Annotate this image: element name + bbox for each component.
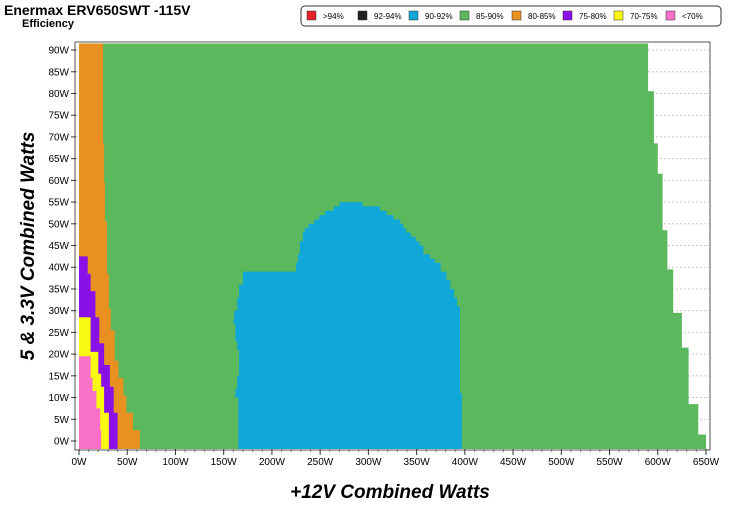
x-tick-label: 300W [355, 457, 382, 468]
y-tick-label: 50W [48, 219, 69, 230]
legend-label: 70-75% [630, 12, 658, 21]
x-tick-label: 200W [259, 457, 286, 468]
legend-swatch [511, 10, 522, 21]
y-tick-label: 55W [48, 198, 69, 209]
y-tick-label: 35W [48, 284, 69, 295]
legend-swatch [306, 10, 317, 21]
y-tick-label: 10W [48, 393, 69, 404]
y-tick-label: 75W [48, 111, 69, 122]
legend-swatch [562, 10, 573, 21]
legend-label: 90-92% [425, 12, 453, 21]
x-axis-label: +12V Combined Watts [290, 482, 490, 503]
legend-swatch [613, 10, 624, 21]
chart-subtitle: Efficiency [22, 18, 75, 30]
y-tick-label: 70W [48, 132, 69, 143]
y-tick-label: 5W [54, 415, 70, 426]
y-axis-label: 5 & 3.3V Combined Watts [18, 132, 39, 361]
x-tick-label: 550W [596, 457, 623, 468]
x-tick-label: 600W [645, 457, 672, 468]
legend: >94% 92-94% 90-92% 85-90% 80-85% 75-80% 70-75%… [300, 5, 722, 27]
y-tick-label: 40W [48, 263, 69, 274]
legend-label: >94% [323, 12, 344, 21]
y-tick-label: 65W [48, 154, 69, 165]
legend-label: 80-85% [528, 12, 556, 21]
y-tick-label: 0W [54, 437, 70, 448]
legend-label: 92-94% [374, 12, 402, 21]
x-tick-label: 500W [548, 457, 575, 468]
y-tick-label: 60W [48, 176, 69, 187]
legend-label: 75-80% [579, 12, 607, 21]
y-tick-label: 90W [48, 46, 69, 57]
legend-label: 85-90% [476, 12, 504, 21]
y-tick-label: 25W [48, 328, 69, 339]
legend-swatch [357, 10, 368, 21]
axes: 0W 5W 10W 15W 20W 25W 30W 35W 40W 45W 50W 55W 60W 65W… [48, 46, 719, 468]
zone-90-92 [233, 202, 462, 449]
legend-swatch [408, 10, 419, 21]
legend-swatch [665, 10, 676, 21]
x-tick-label: 100W [162, 457, 189, 468]
x-tick-label: 350W [404, 457, 431, 468]
y-tick-label: 20W [48, 350, 69, 361]
x-tick-label: 650W [693, 457, 720, 468]
zone-70 [79, 356, 102, 449]
y-tick-label: 80W [48, 89, 69, 100]
chart-title: Enermax ERV650SWT -115V [4, 2, 191, 18]
x-tick-label: 150W [211, 457, 238, 468]
x-tick-label: 50W [117, 457, 138, 468]
x-tick-label: 450W [500, 457, 527, 468]
y-tick-label: 45W [48, 241, 69, 252]
legend-swatch [459, 10, 470, 21]
x-tick-label: 250W [307, 457, 334, 468]
y-tick-label: 15W [48, 371, 69, 382]
x-tick-label: 400W [452, 457, 479, 468]
y-tick-label: 85W [48, 67, 69, 78]
efficiency-zones [79, 43, 706, 449]
y-tick-label: 30W [48, 306, 69, 317]
legend-label: <70% [682, 12, 703, 21]
x-tick-label: 0W [72, 457, 88, 468]
